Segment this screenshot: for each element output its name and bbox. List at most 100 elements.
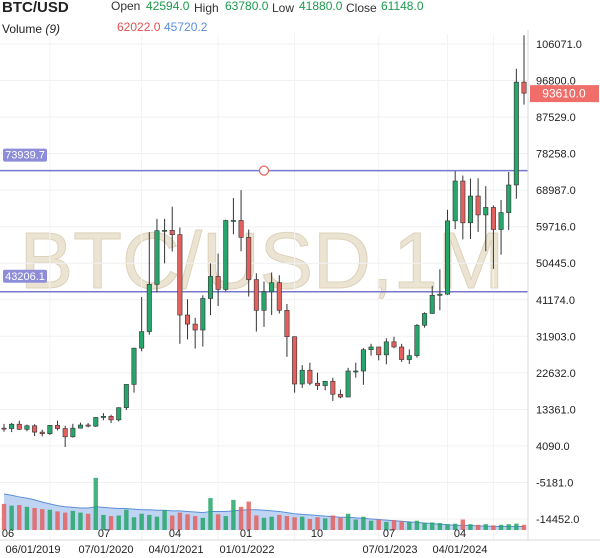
candle-body — [521, 81, 527, 94]
candle — [131, 347, 137, 393]
candle-body — [223, 220, 229, 290]
volume-bar — [101, 514, 106, 530]
candle — [299, 365, 305, 388]
time-tick-label: 07 — [383, 528, 395, 540]
candle-body — [62, 428, 68, 438]
volume-bar — [254, 515, 259, 530]
volume-bar — [322, 518, 328, 530]
price-tick-label: 31903.0 — [536, 331, 576, 343]
volume-panel — [1, 477, 527, 530]
volume-bar — [506, 524, 511, 530]
volume-bar — [55, 511, 60, 530]
volume-bar — [200, 517, 206, 530]
candle — [47, 424, 53, 435]
candle-body — [498, 212, 504, 230]
candle — [32, 424, 38, 437]
candle-body — [230, 220, 236, 222]
candle — [192, 317, 198, 349]
candle-body — [376, 346, 382, 356]
candle — [139, 296, 145, 352]
level-handle — [258, 165, 270, 176]
volume-bar — [124, 509, 129, 530]
candle-body — [70, 427, 76, 438]
candle-body — [16, 423, 22, 430]
volume-bar — [223, 516, 228, 530]
candle — [376, 346, 382, 361]
volume-bar — [40, 509, 45, 530]
candle-body — [162, 230, 168, 232]
candle — [100, 413, 106, 421]
candle-body — [506, 184, 512, 213]
volume-bar — [78, 512, 83, 530]
candle-body — [383, 341, 389, 356]
candle-body — [169, 230, 175, 235]
candle — [185, 299, 191, 340]
volume-bar — [269, 516, 274, 530]
candle-body — [299, 369, 305, 385]
volume-bar — [131, 517, 137, 530]
candle — [238, 190, 244, 252]
candle — [70, 423, 76, 438]
candle-body — [192, 323, 198, 331]
time-axis: 06 06/01/2019 07 07/01/2020 04 04/01/2021 01 01… — [2, 528, 488, 556]
level-badge — [3, 269, 47, 283]
candle — [452, 171, 458, 230]
candle — [368, 343, 374, 356]
candles — [1, 35, 527, 448]
volume-bar — [483, 524, 488, 530]
candle — [246, 229, 252, 297]
candle — [276, 275, 282, 314]
candle — [215, 253, 221, 306]
candle — [55, 420, 61, 431]
candle-body — [330, 380, 336, 395]
candle-body — [467, 195, 473, 224]
candle — [169, 206, 175, 252]
candle — [200, 295, 206, 347]
price-tick-label: 50445.0 — [536, 258, 576, 270]
candle-body — [452, 180, 458, 222]
candle-body — [85, 424, 91, 427]
volume-bar — [1, 503, 7, 530]
candle-body — [200, 298, 206, 331]
volume-bar — [246, 501, 251, 530]
candle-body — [414, 324, 420, 356]
candle — [429, 285, 435, 314]
volume-average-line — [3, 493, 524, 528]
volume-bar — [491, 525, 496, 530]
candle — [337, 389, 343, 399]
volume-bar — [47, 509, 53, 530]
candle — [399, 343, 405, 362]
volume-bar — [292, 517, 297, 530]
price-tick-label: 106071.0 — [536, 39, 582, 51]
volume-bar — [468, 524, 473, 530]
candle-body — [77, 424, 83, 429]
candle — [116, 407, 122, 422]
candle — [406, 349, 412, 364]
candle-body — [360, 349, 366, 372]
candle — [1, 423, 7, 432]
candle-body — [475, 195, 481, 216]
candle-body — [445, 220, 451, 295]
time-tick-label: 04/01/2024 — [432, 544, 487, 556]
volume-period: (9) — [45, 22, 61, 36]
candle — [467, 178, 473, 239]
level-badge — [3, 148, 47, 162]
candle-body — [307, 369, 313, 384]
candle-body — [345, 370, 351, 398]
price-tick-label: 4090.0 — [536, 441, 570, 453]
candle — [269, 272, 275, 316]
volume-bar — [62, 512, 68, 530]
volume-bar — [445, 524, 450, 530]
time-tick-label: 01/01/2022 — [219, 544, 274, 556]
candle — [16, 420, 22, 431]
candle — [414, 324, 420, 358]
candle — [108, 414, 114, 424]
price-tick-label: 59716.0 — [536, 222, 576, 234]
candle — [498, 199, 504, 255]
candle — [146, 232, 152, 335]
time-tick-label: 10 — [311, 528, 323, 540]
candle — [322, 380, 328, 391]
candle-body — [284, 310, 290, 338]
